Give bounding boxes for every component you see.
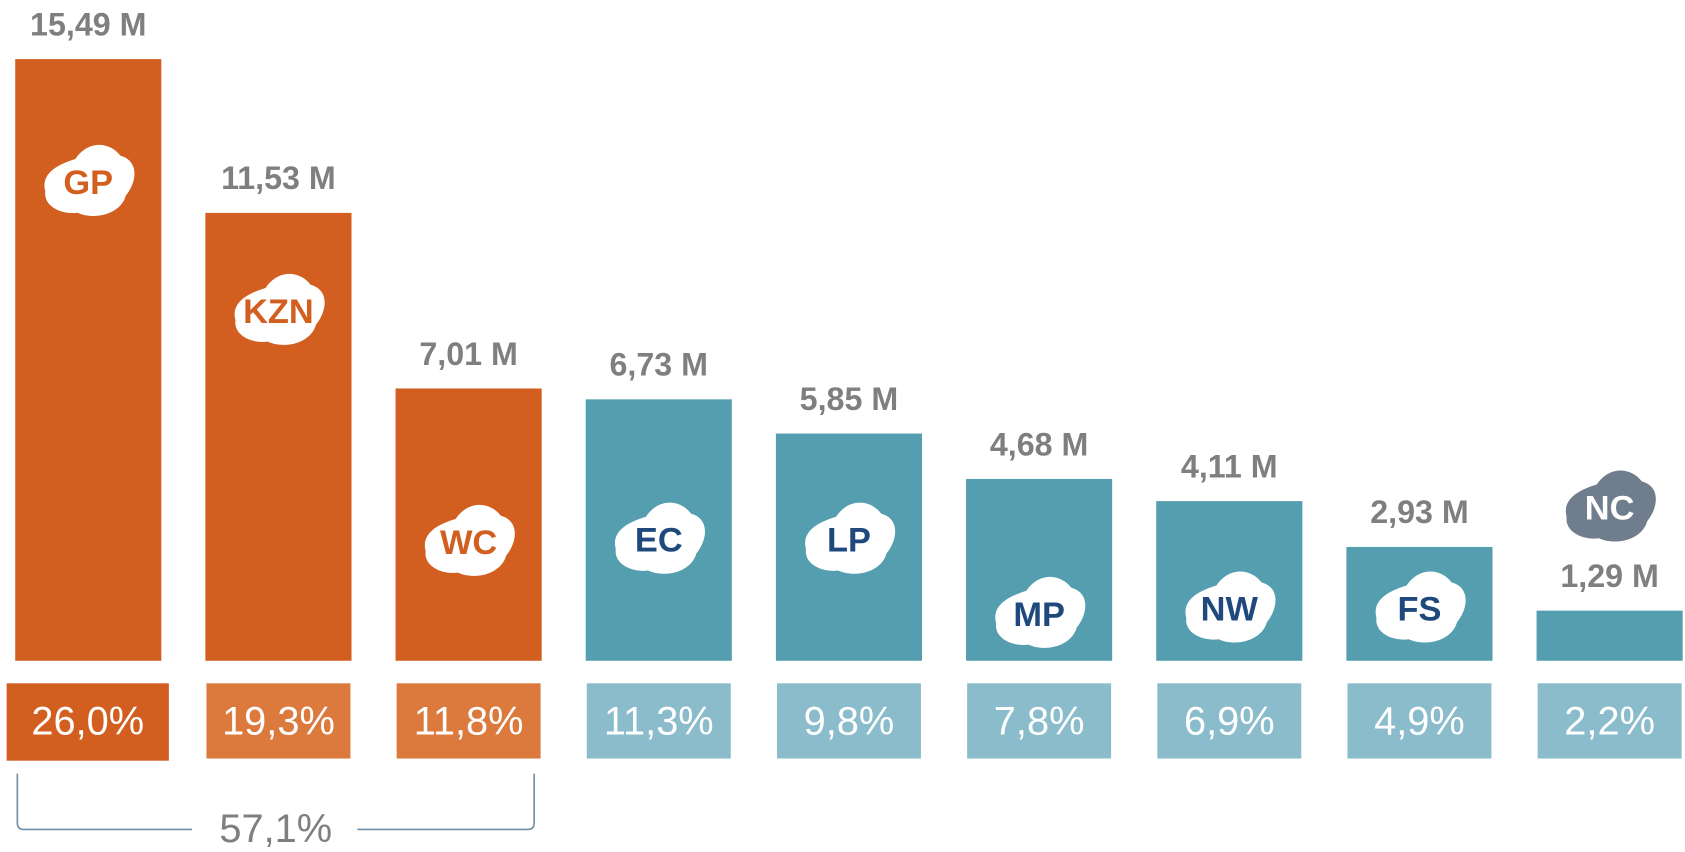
value-label: 4,11 M: [1181, 448, 1278, 484]
share-label: 11,3%: [604, 700, 714, 744]
province-shape: [805, 502, 896, 574]
province-shape: [1185, 571, 1276, 643]
province-shape: [234, 273, 325, 345]
value-label: 11,53 M: [221, 160, 336, 196]
province-shape: [1565, 470, 1656, 542]
share-box: [776, 683, 921, 759]
share-box: [206, 683, 351, 759]
share-label: 19,3%: [222, 700, 335, 744]
value-label: 7,01 M: [419, 336, 518, 372]
province-label: NW: [1201, 590, 1259, 628]
value-label: 2,93 M: [1370, 494, 1469, 530]
share-label: 26,0%: [31, 700, 144, 744]
group-total: 57,1%: [219, 807, 332, 851]
share-box: [1537, 683, 1682, 759]
value-label: 15,49 M: [30, 6, 146, 42]
province-shape: [1375, 571, 1466, 643]
share-box: [1347, 683, 1492, 759]
share-box: [967, 683, 1112, 759]
share-label: 11,8%: [414, 700, 524, 744]
province-label: NC: [1585, 489, 1635, 527]
province-label: FS: [1397, 590, 1441, 628]
share-box: [1157, 683, 1302, 759]
share-label: 9,8%: [804, 700, 895, 744]
share-label: 6,9%: [1184, 700, 1275, 744]
bracket: [16, 773, 192, 831]
province-label: EC: [635, 522, 683, 560]
share-label: 7,8%: [994, 700, 1085, 744]
share-box: [396, 683, 541, 759]
province-label: WC: [440, 524, 497, 562]
province-label: MP: [1013, 596, 1065, 634]
value-label: 1,29 M: [1560, 558, 1659, 594]
share-box: [586, 683, 731, 759]
province-shape: [44, 144, 135, 216]
province-label: KZN: [243, 293, 314, 331]
province-shape: [995, 576, 1086, 648]
province-shape: [614, 502, 705, 574]
province-label: LP: [827, 522, 871, 560]
bar: [1536, 610, 1683, 661]
value-label: 5,85 M: [800, 381, 899, 417]
province-shape: [424, 504, 515, 576]
value-label: 6,73 M: [610, 347, 708, 383]
value-label: 4,68 M: [990, 426, 1088, 462]
share-label: 4,9%: [1374, 700, 1465, 744]
province-label: GP: [63, 164, 113, 202]
bracket: [357, 773, 535, 831]
share-box: [6, 683, 169, 761]
share-label: 2,2%: [1564, 700, 1655, 744]
